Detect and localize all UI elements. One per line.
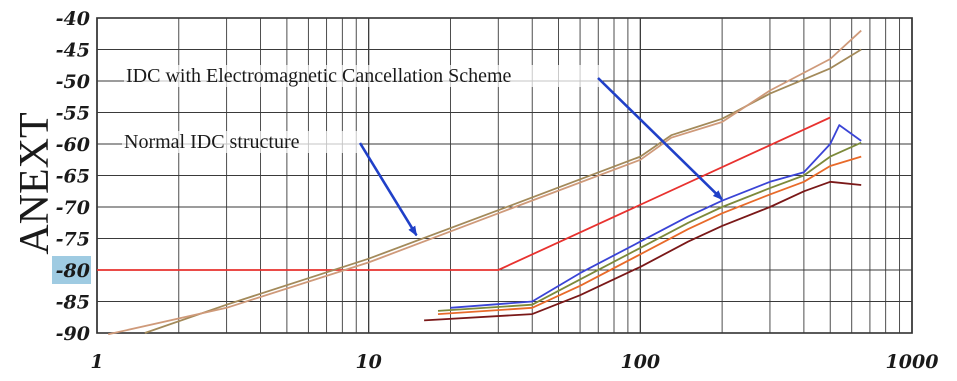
y-tick-label: -70 xyxy=(56,197,90,219)
x-tick-label: 10 xyxy=(355,351,381,373)
y-tick-label: -75 xyxy=(56,229,90,251)
y-tick-label: -80 xyxy=(56,260,90,282)
x-tick-label: 1000 xyxy=(886,351,939,373)
y-axis-title: ANEXT xyxy=(12,112,58,254)
annotations: IDC with Electromagnetic Cancellation Sc… xyxy=(122,65,724,237)
x-tick-label: 1 xyxy=(90,351,103,373)
ytick-highlight xyxy=(52,256,91,284)
series-line xyxy=(97,116,831,271)
series-line xyxy=(437,141,862,312)
y-tick-label: -45 xyxy=(56,40,90,62)
annotation-label: Normal IDC structure xyxy=(124,131,300,153)
series-line xyxy=(108,29,862,336)
y-tick-label: -90 xyxy=(56,323,90,345)
annotation-arrow xyxy=(358,142,418,237)
x-tick-label: 100 xyxy=(620,351,660,373)
annotation-label: IDC with Electromagnetic Cancellation Sc… xyxy=(126,65,512,87)
axes: -40 -45 -50 -55 -60 -65 -70 -75 -80 -85 -901 10 100 1… xyxy=(12,8,938,373)
y-tick-label: -85 xyxy=(56,292,90,314)
series-line xyxy=(424,180,862,322)
annotation-bg xyxy=(124,65,600,87)
series-line xyxy=(450,124,862,309)
series-line xyxy=(144,48,862,334)
y-tick-label: -65 xyxy=(56,166,90,188)
y-tick-label: -55 xyxy=(56,103,90,125)
y-tick-label: -60 xyxy=(56,134,90,156)
series-group xyxy=(97,29,862,336)
annotation-bg xyxy=(122,131,362,153)
y-tick-label: -40 xyxy=(56,8,90,30)
annotation-arrow xyxy=(597,77,724,201)
series-line xyxy=(437,155,862,315)
y-tick-label: -50 xyxy=(56,71,90,93)
